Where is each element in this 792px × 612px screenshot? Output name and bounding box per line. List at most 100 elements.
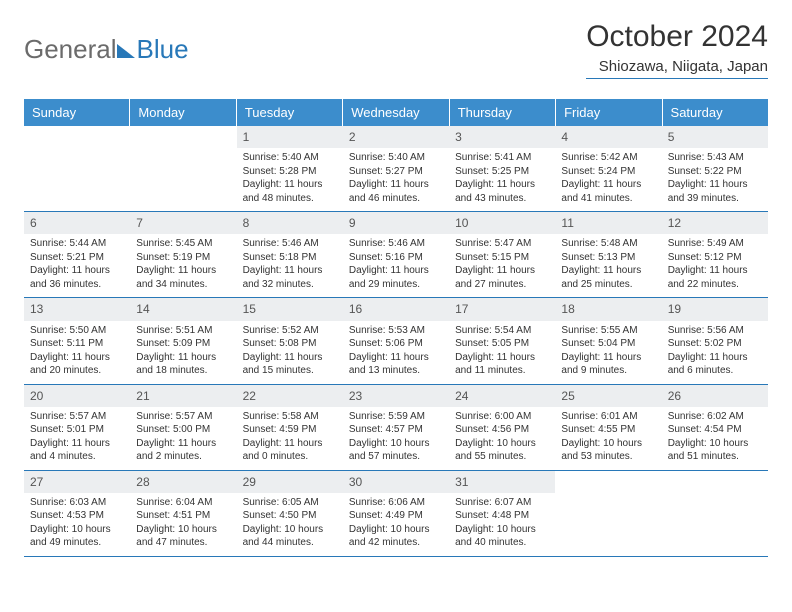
day-cell [662, 471, 768, 556]
day-body: Sunrise: 6:07 AMSunset: 4:48 PMDaylight:… [449, 493, 555, 556]
sunrise-line: Sunrise: 5:59 AM [349, 410, 443, 424]
sunrise-line: Sunrise: 5:50 AM [30, 324, 124, 338]
daylight-line: Daylight: 10 hours and 49 minutes. [30, 523, 124, 550]
sunrise-line: Sunrise: 5:40 AM [243, 151, 337, 165]
sunrise-line: Sunrise: 5:49 AM [668, 237, 762, 251]
day-body: Sunrise: 5:46 AMSunset: 5:16 PMDaylight:… [343, 234, 449, 297]
sunset-line: Sunset: 5:01 PM [30, 423, 124, 437]
day-number: 19 [662, 298, 768, 320]
logo: General Blue [24, 20, 189, 65]
sail-icon [117, 44, 135, 58]
sunrise-line: Sunrise: 5:40 AM [349, 151, 443, 165]
day-body: Sunrise: 5:56 AMSunset: 5:02 PMDaylight:… [662, 321, 768, 384]
day-cell: 6Sunrise: 5:44 AMSunset: 5:21 PMDaylight… [24, 212, 130, 297]
week-row: 1Sunrise: 5:40 AMSunset: 5:28 PMDaylight… [24, 126, 768, 212]
day-body: Sunrise: 6:04 AMSunset: 4:51 PMDaylight:… [130, 493, 236, 556]
day-number: 27 [24, 471, 130, 493]
day-body: Sunrise: 5:41 AMSunset: 5:25 PMDaylight:… [449, 148, 555, 211]
day-body: Sunrise: 6:05 AMSunset: 4:50 PMDaylight:… [237, 493, 343, 556]
logo-text-general: General [24, 34, 117, 65]
day-cell: 20Sunrise: 5:57 AMSunset: 5:01 PMDayligh… [24, 385, 130, 470]
day-cell: 12Sunrise: 5:49 AMSunset: 5:12 PMDayligh… [662, 212, 768, 297]
sunrise-line: Sunrise: 5:58 AM [243, 410, 337, 424]
day-cell: 30Sunrise: 6:06 AMSunset: 4:49 PMDayligh… [343, 471, 449, 556]
day-cell [24, 126, 130, 211]
day-body: Sunrise: 6:06 AMSunset: 4:49 PMDaylight:… [343, 493, 449, 556]
day-number: 30 [343, 471, 449, 493]
sunset-line: Sunset: 4:48 PM [455, 509, 549, 523]
sunset-line: Sunset: 4:53 PM [30, 509, 124, 523]
day-number: 29 [237, 471, 343, 493]
daylight-line: Daylight: 11 hours and 43 minutes. [455, 178, 549, 205]
day-number: 2 [343, 126, 449, 148]
day-cell [130, 126, 236, 211]
day-body: Sunrise: 5:59 AMSunset: 4:57 PMDaylight:… [343, 407, 449, 470]
daylight-line: Daylight: 11 hours and 41 minutes. [561, 178, 655, 205]
header: General Blue October 2024 Shiozawa, Niig… [24, 20, 768, 85]
sunset-line: Sunset: 4:57 PM [349, 423, 443, 437]
sunrise-line: Sunrise: 5:41 AM [455, 151, 549, 165]
day-number: 20 [24, 385, 130, 407]
sunset-line: Sunset: 4:50 PM [243, 509, 337, 523]
daylight-line: Daylight: 10 hours and 51 minutes. [668, 437, 762, 464]
sunset-line: Sunset: 4:51 PM [136, 509, 230, 523]
sunset-line: Sunset: 5:05 PM [455, 337, 549, 351]
day-cell: 9Sunrise: 5:46 AMSunset: 5:16 PMDaylight… [343, 212, 449, 297]
day-number: 26 [662, 385, 768, 407]
day-body: Sunrise: 5:50 AMSunset: 5:11 PMDaylight:… [24, 321, 130, 384]
sunrise-line: Sunrise: 5:42 AM [561, 151, 655, 165]
day-header: Wednesday [343, 99, 449, 126]
daylight-line: Daylight: 11 hours and 25 minutes. [561, 264, 655, 291]
week-row: 13Sunrise: 5:50 AMSunset: 5:11 PMDayligh… [24, 298, 768, 384]
sunset-line: Sunset: 5:19 PM [136, 251, 230, 265]
day-cell [555, 471, 661, 556]
day-body: Sunrise: 5:57 AMSunset: 5:00 PMDaylight:… [130, 407, 236, 470]
sunrise-line: Sunrise: 5:46 AM [349, 237, 443, 251]
day-cell: 7Sunrise: 5:45 AMSunset: 5:19 PMDaylight… [130, 212, 236, 297]
day-cell: 15Sunrise: 5:52 AMSunset: 5:08 PMDayligh… [237, 298, 343, 383]
title-area: October 2024 Shiozawa, Niigata, Japan [586, 20, 768, 85]
daylight-line: Daylight: 11 hours and 29 minutes. [349, 264, 443, 291]
day-body: Sunrise: 6:02 AMSunset: 4:54 PMDaylight:… [662, 407, 768, 470]
day-number: 16 [343, 298, 449, 320]
day-number: 13 [24, 298, 130, 320]
day-cell: 18Sunrise: 5:55 AMSunset: 5:04 PMDayligh… [555, 298, 661, 383]
sunrise-line: Sunrise: 5:47 AM [455, 237, 549, 251]
day-body: Sunrise: 5:47 AMSunset: 5:15 PMDaylight:… [449, 234, 555, 297]
day-header: Saturday [663, 99, 768, 126]
sunset-line: Sunset: 5:12 PM [668, 251, 762, 265]
calendar: SundayMondayTuesdayWednesdayThursdayFrid… [24, 99, 768, 557]
day-cell: 4Sunrise: 5:42 AMSunset: 5:24 PMDaylight… [555, 126, 661, 211]
day-body: Sunrise: 5:44 AMSunset: 5:21 PMDaylight:… [24, 234, 130, 297]
weeks-container: 1Sunrise: 5:40 AMSunset: 5:28 PMDaylight… [24, 126, 768, 557]
week-row: 27Sunrise: 6:03 AMSunset: 4:53 PMDayligh… [24, 471, 768, 557]
daylight-line: Daylight: 10 hours and 44 minutes. [243, 523, 337, 550]
day-cell: 10Sunrise: 5:47 AMSunset: 5:15 PMDayligh… [449, 212, 555, 297]
day-body: Sunrise: 5:49 AMSunset: 5:12 PMDaylight:… [662, 234, 768, 297]
day-number: 18 [555, 298, 661, 320]
sunrise-line: Sunrise: 5:57 AM [30, 410, 124, 424]
sunset-line: Sunset: 5:06 PM [349, 337, 443, 351]
day-body: Sunrise: 5:58 AMSunset: 4:59 PMDaylight:… [237, 407, 343, 470]
day-cell: 19Sunrise: 5:56 AMSunset: 5:02 PMDayligh… [662, 298, 768, 383]
daylight-line: Daylight: 10 hours and 40 minutes. [455, 523, 549, 550]
day-header: Thursday [450, 99, 556, 126]
day-number: 24 [449, 385, 555, 407]
daylight-line: Daylight: 11 hours and 48 minutes. [243, 178, 337, 205]
day-headers-row: SundayMondayTuesdayWednesdayThursdayFrid… [24, 99, 768, 126]
day-cell: 21Sunrise: 5:57 AMSunset: 5:00 PMDayligh… [130, 385, 236, 470]
daylight-line: Daylight: 11 hours and 20 minutes. [30, 351, 124, 378]
sunset-line: Sunset: 5:24 PM [561, 165, 655, 179]
sunrise-line: Sunrise: 5:46 AM [243, 237, 337, 251]
day-number: 3 [449, 126, 555, 148]
day-header: Friday [556, 99, 662, 126]
daylight-line: Daylight: 11 hours and 9 minutes. [561, 351, 655, 378]
sunset-line: Sunset: 5:00 PM [136, 423, 230, 437]
day-number: 14 [130, 298, 236, 320]
day-cell: 8Sunrise: 5:46 AMSunset: 5:18 PMDaylight… [237, 212, 343, 297]
day-body: Sunrise: 5:40 AMSunset: 5:28 PMDaylight:… [237, 148, 343, 211]
daylight-line: Daylight: 11 hours and 39 minutes. [668, 178, 762, 205]
sunset-line: Sunset: 5:15 PM [455, 251, 549, 265]
day-cell: 27Sunrise: 6:03 AMSunset: 4:53 PMDayligh… [24, 471, 130, 556]
day-number: 7 [130, 212, 236, 234]
